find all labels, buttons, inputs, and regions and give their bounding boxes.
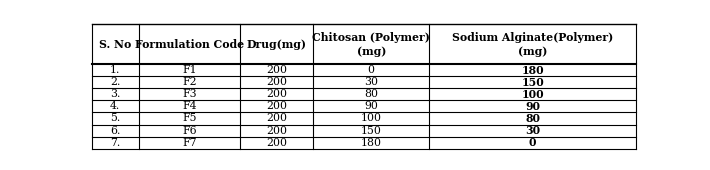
Text: 200: 200 xyxy=(266,138,287,148)
Text: 5.: 5. xyxy=(110,114,120,123)
Text: 30: 30 xyxy=(364,77,378,87)
Text: 0: 0 xyxy=(368,65,375,75)
Text: 6.: 6. xyxy=(110,126,121,135)
Text: 4.: 4. xyxy=(110,101,120,111)
Text: F7: F7 xyxy=(182,138,197,148)
Text: Sodium Alginate(Polymer): Sodium Alginate(Polymer) xyxy=(452,31,613,42)
Text: 200: 200 xyxy=(266,65,287,75)
Text: 100: 100 xyxy=(361,114,382,123)
Text: 1.: 1. xyxy=(110,65,121,75)
Text: F2: F2 xyxy=(182,77,197,87)
Text: 200: 200 xyxy=(266,126,287,135)
Text: F5: F5 xyxy=(182,114,197,123)
Text: Drug(mg): Drug(mg) xyxy=(246,39,307,50)
Text: 0: 0 xyxy=(529,137,537,148)
Text: 30: 30 xyxy=(525,125,540,136)
Text: 80: 80 xyxy=(364,89,378,99)
Text: 200: 200 xyxy=(266,89,287,99)
Text: 90: 90 xyxy=(364,101,378,111)
Text: 200: 200 xyxy=(266,77,287,87)
Text: (mg): (mg) xyxy=(518,46,547,57)
Text: 7.: 7. xyxy=(110,138,120,148)
Text: 150: 150 xyxy=(521,77,544,88)
Text: F1: F1 xyxy=(182,65,197,75)
Text: 3.: 3. xyxy=(110,89,121,99)
Text: 180: 180 xyxy=(521,65,544,76)
Text: 2.: 2. xyxy=(110,77,121,87)
Text: 200: 200 xyxy=(266,114,287,123)
Text: F6: F6 xyxy=(182,126,197,135)
Text: 150: 150 xyxy=(361,126,382,135)
Text: 180: 180 xyxy=(361,138,382,148)
Text: (mg): (mg) xyxy=(356,46,386,57)
Text: Formulation Code: Formulation Code xyxy=(135,39,244,50)
Text: Chitosan (Polymer): Chitosan (Polymer) xyxy=(312,31,430,42)
Text: 100: 100 xyxy=(521,89,544,100)
Text: F4: F4 xyxy=(182,101,197,111)
Text: F3: F3 xyxy=(182,89,197,99)
Text: 90: 90 xyxy=(525,101,540,112)
Text: S. No: S. No xyxy=(99,39,131,50)
Text: 200: 200 xyxy=(266,101,287,111)
Text: 80: 80 xyxy=(525,113,540,124)
